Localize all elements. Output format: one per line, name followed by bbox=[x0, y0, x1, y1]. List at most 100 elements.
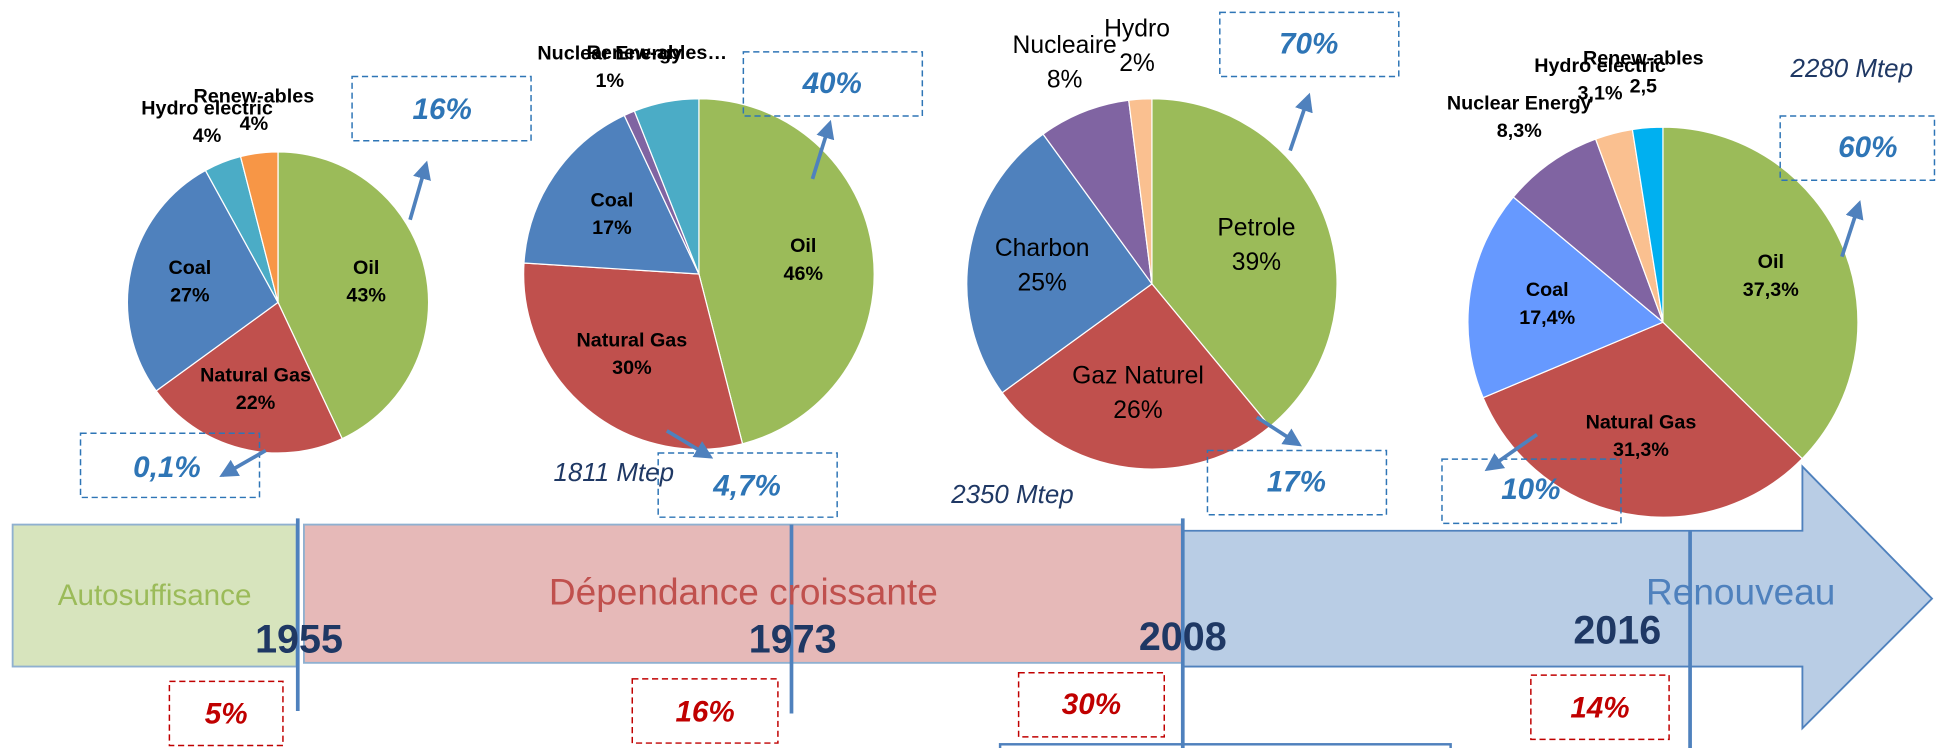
year: 1973 bbox=[749, 617, 837, 661]
slice-label: Nucleaire bbox=[1013, 32, 1117, 59]
pie-slice bbox=[966, 133, 1153, 394]
pie-slice bbox=[1042, 99, 1153, 285]
slice-value: 25% bbox=[1017, 269, 1066, 296]
slice-value: 3,1% bbox=[1578, 83, 1623, 105]
slice-label: Natural Gas bbox=[1586, 411, 1697, 433]
slice-label: Natural Gas bbox=[200, 364, 311, 386]
pie-slice bbox=[633, 98, 700, 275]
pies: Oil 43% Natural Gas 22% Coal 27% Hydro electri… bbox=[126, 16, 1859, 518]
phase-box bbox=[11, 523, 298, 668]
phase-label: Dépendance croissante bbox=[549, 571, 938, 613]
callout-box bbox=[1441, 458, 1622, 525]
slice-value: 1% bbox=[596, 70, 625, 92]
callout-box bbox=[657, 452, 838, 518]
slice-value: 8% bbox=[1047, 66, 1083, 93]
note: 14% bbox=[1570, 692, 1629, 725]
callout-box bbox=[1219, 11, 1400, 78]
arrow bbox=[408, 160, 431, 221]
callout: 16% bbox=[413, 93, 472, 126]
note: 30% bbox=[1062, 688, 1121, 721]
arrow bbox=[1484, 432, 1539, 472]
slice-value: 30% bbox=[612, 357, 652, 379]
phase-label: Renouveau bbox=[1646, 571, 1835, 613]
callout-box bbox=[742, 51, 924, 117]
arrow bbox=[1288, 92, 1313, 152]
year: 2016 bbox=[1573, 609, 1661, 653]
slice-value: 37,3% bbox=[1743, 279, 1799, 301]
slice-value: 17% bbox=[592, 217, 632, 239]
phase-box bbox=[303, 523, 1184, 664]
slice-value: 43% bbox=[346, 285, 386, 307]
slice-label: Renew-ables bbox=[194, 86, 315, 108]
callout: 10% bbox=[1501, 473, 1560, 506]
callout-box bbox=[351, 75, 532, 142]
callout: 0,1% bbox=[133, 451, 201, 484]
arrow bbox=[1255, 415, 1302, 447]
pie-slice bbox=[1631, 126, 1664, 323]
slice-label: Charbon bbox=[995, 235, 1090, 262]
arrow bbox=[665, 429, 714, 459]
callout: 40% bbox=[802, 67, 862, 100]
slice-value: 8,3% bbox=[1497, 120, 1542, 142]
arrow bbox=[810, 119, 835, 180]
year: 2008 bbox=[1139, 615, 1227, 659]
note: 16% bbox=[675, 695, 734, 728]
slice-label: Oil bbox=[790, 235, 816, 257]
arrow bbox=[219, 448, 267, 478]
pie-slice bbox=[1001, 283, 1271, 470]
callout-box bbox=[1779, 115, 1936, 181]
callout: 4,7% bbox=[712, 469, 781, 502]
slice-label: Coal bbox=[591, 189, 634, 211]
year: 1955 bbox=[255, 617, 343, 661]
slice-label: Hydro electric bbox=[1534, 55, 1666, 77]
total: 1811 Mtep bbox=[553, 459, 674, 487]
slice-label: Oil bbox=[353, 257, 379, 279]
callout-box bbox=[1206, 449, 1388, 516]
pie-slice bbox=[155, 301, 343, 454]
slice-value: 2,5 bbox=[1630, 75, 1657, 97]
pie-slice bbox=[1512, 138, 1665, 325]
pie-slice bbox=[239, 151, 279, 303]
note: 5% bbox=[205, 698, 248, 731]
pie-slice bbox=[1482, 321, 1804, 518]
slice-label: Natural Gas bbox=[576, 329, 687, 351]
phase-label: Autosuffisance bbox=[58, 579, 252, 612]
slice-label: Hydro bbox=[1104, 16, 1170, 43]
slice-value: 4% bbox=[240, 113, 269, 135]
slice-value: 31,3% bbox=[1613, 439, 1669, 461]
slice-label: Coal bbox=[1526, 279, 1569, 301]
pie-slice bbox=[1151, 98, 1338, 428]
callout: 60% bbox=[1838, 131, 1897, 164]
pie-slice bbox=[126, 169, 279, 392]
pie-slice bbox=[1467, 196, 1665, 399]
pie-slice bbox=[523, 114, 700, 275]
slice-label: Renew-ables… bbox=[587, 42, 727, 64]
slice-label: Hydro electric bbox=[141, 98, 273, 120]
slice-label: Coal bbox=[168, 257, 211, 279]
slice-value: 39% bbox=[1232, 249, 1281, 276]
callout: 70% bbox=[1279, 27, 1338, 60]
box bbox=[998, 743, 1452, 753]
slice-label: Nuclear Energy bbox=[537, 43, 682, 65]
slice-value: 4% bbox=[193, 125, 222, 147]
slice-label: Petrole bbox=[1217, 214, 1295, 241]
phase-arrow bbox=[1181, 464, 1934, 731]
pie-slice bbox=[1662, 126, 1859, 460]
slice-label: Renew-ables bbox=[1583, 48, 1704, 70]
slice-value: 2% bbox=[1119, 50, 1155, 77]
callout: 17% bbox=[1267, 466, 1326, 499]
total: 2350 Mtep bbox=[950, 481, 1073, 509]
slice-label: Nuclear Energy bbox=[1447, 92, 1592, 114]
slice-label: Gaz Naturel bbox=[1072, 362, 1204, 389]
note-box bbox=[631, 678, 779, 744]
callout-box bbox=[79, 432, 261, 499]
arrow bbox=[1840, 200, 1864, 258]
slice-value: 22% bbox=[236, 392, 276, 414]
note-box bbox=[1530, 674, 1670, 741]
note-box bbox=[1017, 671, 1165, 738]
pie-slice bbox=[1128, 98, 1153, 284]
total: 2280 Mtep bbox=[1790, 55, 1913, 83]
slice-value: 26% bbox=[1113, 397, 1162, 424]
slice-value: 46% bbox=[784, 263, 824, 285]
